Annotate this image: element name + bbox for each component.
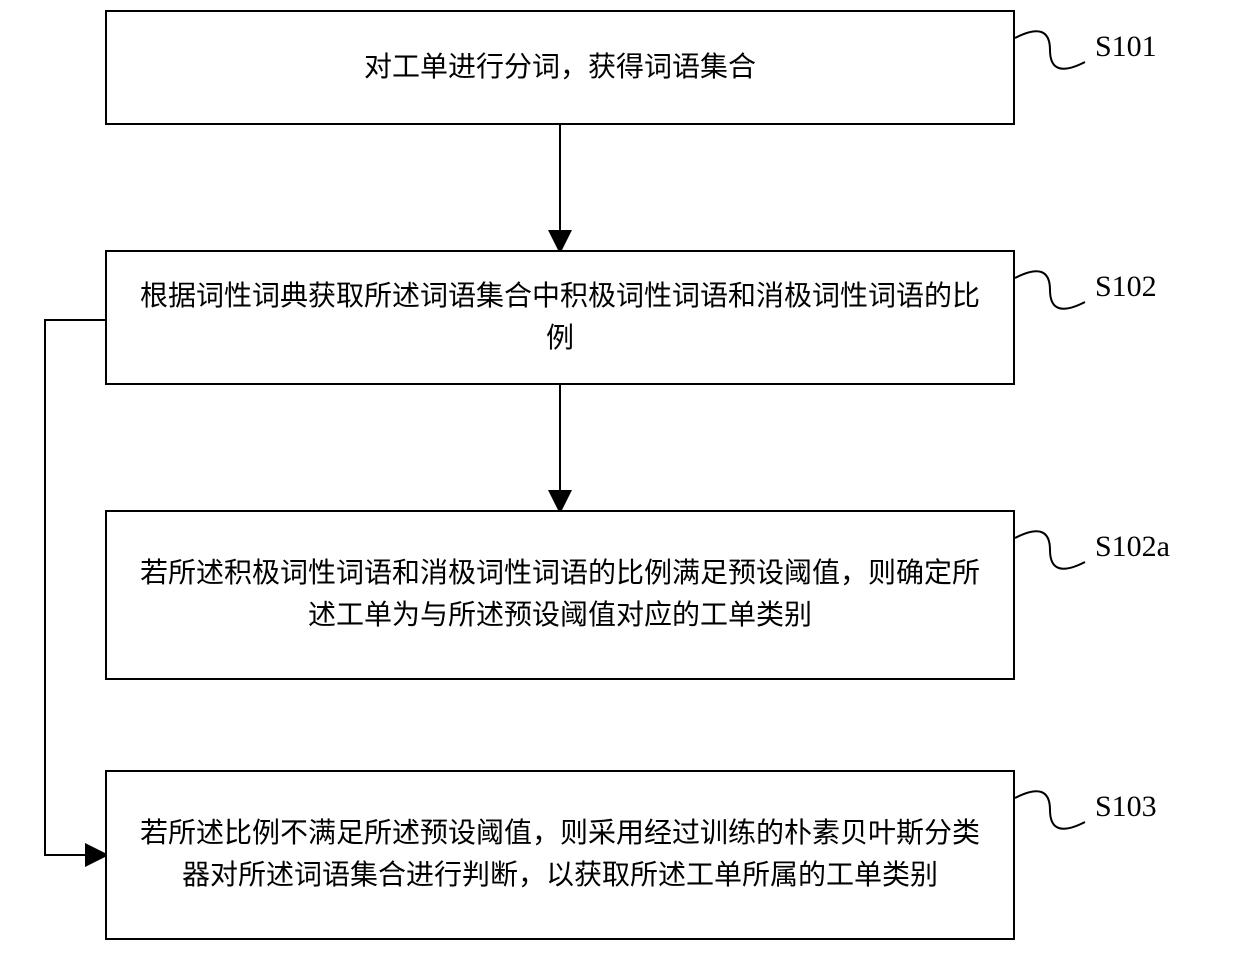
step-label-s102: S102 (1095, 270, 1157, 304)
node-s102: 根据词性词典获取所述词语集合中积极词性词语和消极词性词语的比例 (105, 250, 1015, 385)
node-text-s101: 对工单进行分词，获得词语集合 (364, 47, 756, 89)
step-label-s103: S103 (1095, 790, 1157, 824)
step-label-s101: S101 (1095, 30, 1157, 64)
node-s101: 对工单进行分词，获得词语集合 (105, 10, 1015, 125)
node-text-s103: 若所述比例不满足所述预设阈值，则采用经过训练的朴素贝叶斯分类器对所述词语集合进行… (127, 813, 993, 897)
node-s102a: 若所述积极词性词语和消极词性词语的比例满足预设阈值，则确定所述工单为与所述预设阈… (105, 510, 1015, 680)
node-text-s102: 根据词性词典获取所述词语集合中积极词性词语和消极词性词语的比例 (127, 276, 993, 360)
flowchart-diagram: 对工单进行分词，获得词语集合 S101 根据词性词典获取所述词语集合中积极词性词语和… (0, 0, 1240, 958)
step-label-s102a: S102a (1095, 530, 1170, 564)
edge-s102-s103 (45, 320, 105, 855)
label-connector-s102a (1015, 531, 1085, 569)
node-s103: 若所述比例不满足所述预设阈值，则采用经过训练的朴素贝叶斯分类器对所述词语集合进行… (105, 770, 1015, 940)
label-connector-s102 (1015, 271, 1085, 309)
label-connector-s101 (1015, 31, 1085, 69)
node-text-s102a: 若所述积极词性词语和消极词性词语的比例满足预设阈值，则确定所述工单为与所述预设阈… (127, 553, 993, 637)
label-connector-s103 (1015, 791, 1085, 829)
